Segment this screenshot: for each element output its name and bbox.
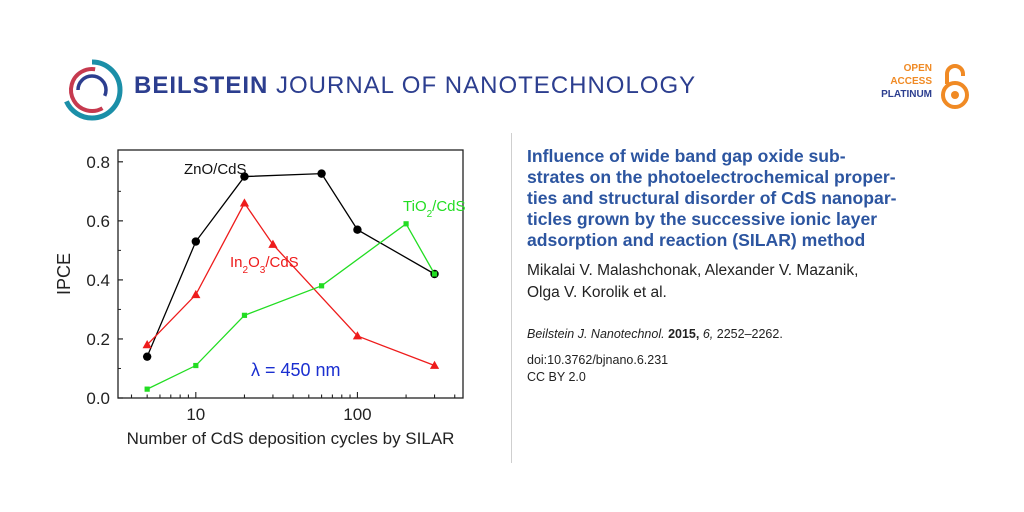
y-axis-label: IPCE: [54, 253, 74, 295]
article-info: Influence of wide band gap oxide sub- st…: [527, 146, 987, 384]
series-line: [146, 222, 436, 390]
citation-volume: 6,: [702, 327, 714, 341]
plot-frame: [117, 149, 464, 399]
journal-name-bold: BEILSTEIN: [134, 72, 269, 99]
article-title-line: strates on the photoelectrochemical prop…: [527, 167, 896, 187]
y-tick-label: 0.2: [86, 330, 110, 349]
citation-year: 2015,: [668, 327, 700, 341]
data-point: [268, 239, 278, 248]
y-tick-label: 0.6: [86, 212, 110, 231]
article-title[interactable]: Influence of wide band gap oxide sub- st…: [527, 146, 987, 251]
x-axis-label: Number of CdS deposition cycles by SILAR: [127, 429, 455, 448]
article-title-line: Influence of wide band gap oxide sub-: [527, 146, 846, 166]
data-point: [353, 225, 362, 234]
article-title-line: ties and structural disorder of CdS nano…: [527, 188, 897, 208]
series-line: [146, 172, 435, 357]
data-point: [431, 271, 438, 277]
oa-line-open: OPEN: [903, 63, 932, 74]
oa-line-platinum: PLATINUM: [881, 89, 932, 100]
doi[interactable]: doi:10.3762/bjnano.6.231: [527, 353, 669, 367]
chart-labels: ZnO/CdS In2O3/CdS TiO2/CdS λ = 450 nm: [184, 161, 466, 380]
journal-header: BEILSTEIN JOURNAL OF NANOTECHNOLOGY: [60, 58, 960, 122]
data-point: [317, 169, 326, 178]
article-title-line: ticles grown by the successive ionic lay…: [527, 209, 878, 229]
beilstein-ring-logo-icon: [61, 59, 123, 121]
series-label: In2O3/CdS: [230, 254, 299, 276]
data-point: [142, 352, 152, 361]
chart-axes: 0.0 0.2 0.4 0.6 0.8 10 100 IPCE Number of CdS de…: [54, 149, 464, 448]
data-point: [318, 283, 325, 289]
x-tick-label: 10: [186, 405, 205, 424]
open-lock-icon: [941, 64, 969, 109]
author-line: Mikalai V. Malashchonak, Alexander V. Ma…: [527, 262, 859, 279]
data-point: [240, 172, 249, 181]
x-tick-label: 100: [343, 405, 371, 424]
data-point: [191, 237, 201, 246]
data-point: [191, 289, 201, 299]
y-tick-label: 0.4: [86, 271, 110, 290]
open-access-badge: OPEN ACCESS PLATINUM: [872, 62, 972, 112]
citation: Beilstein J. Nanotechnol. 2015, 6, 2252–…: [527, 327, 987, 341]
data-point: [239, 198, 250, 207]
ipce-chart: 0.0 0.2 0.4 0.6 0.8 10 100 IPCE Number of CdS de…: [54, 149, 466, 448]
oa-line-access: ACCESS: [890, 76, 932, 87]
author-line: Olga V. Korolik et al.: [527, 284, 667, 301]
series-line: [146, 201, 435, 367]
wavelength-annotation: λ = 450 nm: [251, 360, 341, 380]
vertical-divider: [511, 133, 512, 463]
journal-name-rest: JOURNAL OF NANOTECHNOLOGY: [268, 72, 697, 99]
article-title-line: adsorption and reaction (SILAR) method: [527, 230, 866, 250]
data-point: [241, 312, 248, 318]
data-point: [352, 331, 363, 340]
data-point: [144, 386, 150, 392]
data-point: [429, 360, 440, 369]
authors: Mikalai V. Malashchonak, Alexander V. Ma…: [527, 260, 987, 304]
y-tick-label: 0.8: [86, 153, 110, 172]
data-point: [142, 340, 152, 349]
citation-pages: 2252–2262.: [716, 327, 783, 341]
journal-name[interactable]: BEILSTEIN JOURNAL OF NANOTECHNOLOGY: [134, 72, 696, 100]
y-tick-label: 0.0: [86, 389, 110, 408]
chart-series: [142, 169, 440, 392]
data-point: [193, 362, 199, 369]
series-label: ZnO/CdS: [184, 161, 247, 178]
citation-journal: Beilstein J. Nanotechnol.: [527, 327, 665, 341]
data-point: [403, 221, 409, 227]
series-label: TiO2/CdS: [403, 198, 466, 220]
license[interactable]: CC BY 2.0: [527, 370, 586, 384]
